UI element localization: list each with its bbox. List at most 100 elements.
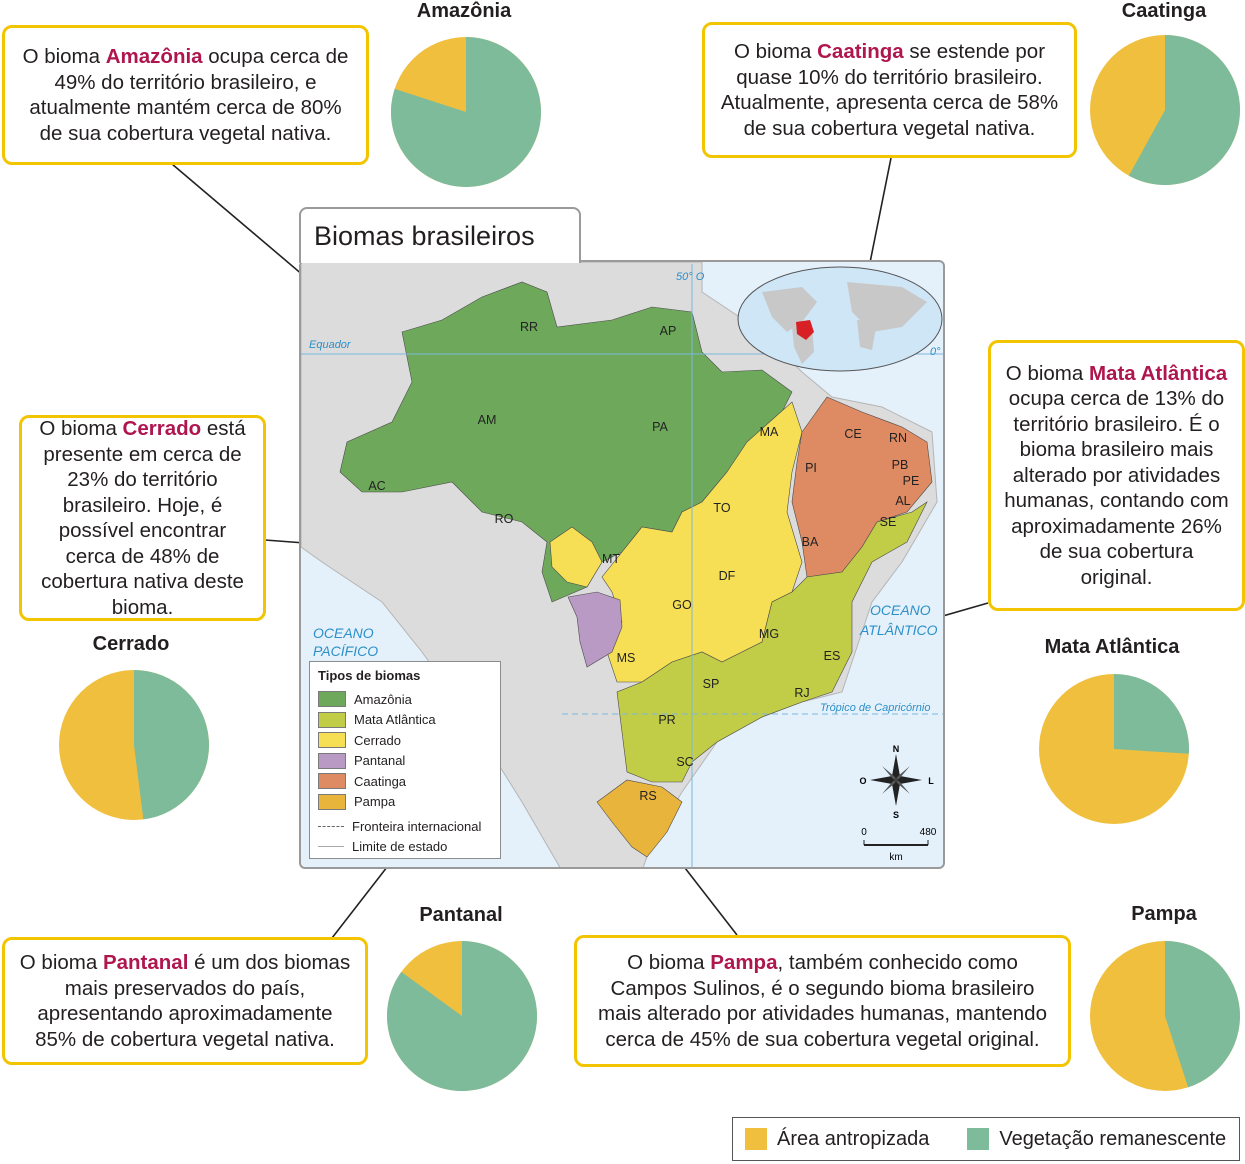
state-label-rn: RN — [889, 431, 907, 445]
state-label-ro: RO — [495, 512, 514, 526]
scale-unit: km — [889, 852, 902, 863]
state-label-ac: AC — [368, 479, 385, 493]
keyword: Pantanal — [102, 951, 189, 974]
brazil-biome-map: N S O L 0 480 km Equador 50° O 0° Trópic… — [301, 262, 943, 867]
state-label-rs: RS — [639, 789, 656, 803]
legend-label: Fronteira internacional — [352, 818, 482, 834]
swatch-mata-atlantica — [318, 711, 346, 728]
zero-label: 0° — [930, 346, 941, 358]
pie-title-caatinga: Caatinga — [1121, 0, 1207, 22]
compass-n: N — [893, 744, 900, 754]
state-label-go: GO — [672, 598, 692, 612]
inset-globe — [737, 266, 943, 372]
legend-item-state-limit: Limite de estado — [318, 837, 492, 858]
swatch-caatinga — [318, 773, 346, 790]
state-label-mt: MT — [602, 552, 620, 566]
legend-item-pantanal: Pantanal — [318, 751, 492, 772]
pie-title-amazonia: Amazônia — [416, 0, 512, 22]
pie-legend: Área antropizada Vegetação remanescente — [732, 1117, 1240, 1161]
legend-item-cerrado: Cerrado — [318, 730, 492, 751]
pie-pampa — [1090, 941, 1240, 1091]
swatch-pampa — [318, 793, 346, 810]
pie-amazonia — [391, 37, 541, 187]
state-labels: RR AP AM PA MA CE RN PB PE AL SE PI BA TO AC RO MT DF GO MG… — [368, 320, 919, 803]
scale-bar: 0 480 km — [861, 827, 937, 863]
pie-mata-atlantica — [1039, 674, 1189, 824]
callout-text: O bioma Amazônia ocupa cerca de 49% do t… — [22, 45, 349, 145]
keyword: Pampa — [710, 951, 778, 974]
biome-legend: Tipos de biomas Amazônia Mata Atlântica … — [309, 661, 501, 859]
swatch-amazonia — [318, 691, 346, 708]
solid-line-icon — [318, 846, 344, 848]
pie-slice-remanescente — [1128, 35, 1240, 185]
callout-amazonia: O bioma Amazônia ocupa cerca de 49% do t… — [2, 25, 369, 165]
state-label-ma: MA — [760, 425, 779, 439]
callout-cerrado: O bioma Cerrado está presente em cerca d… — [19, 415, 266, 621]
map-title: Biomas brasileiros — [314, 221, 535, 251]
pie-slice-remanescente — [1165, 941, 1240, 1088]
swatch-remanescente — [967, 1128, 990, 1150]
bioma-mata-atlantica — [616, 501, 928, 783]
callout-text: O bioma Caatinga se estende por quase 10… — [720, 40, 1059, 140]
legend-item-international-border: Fronteira internacional — [318, 816, 492, 837]
state-label-to: TO — [713, 501, 730, 515]
state-label-al: AL — [895, 494, 910, 508]
map-frame: N S O L 0 480 km Equador 50° O 0° Trópic… — [299, 260, 945, 869]
inset-brazil — [796, 320, 814, 340]
state-label-am: AM — [478, 413, 497, 427]
compass-s: S — [893, 810, 899, 820]
callout-text: O bioma Cerrado está presente em cerca d… — [39, 417, 246, 619]
pie-title-pampa: Pampa — [1131, 903, 1197, 925]
legend-label: Cerrado — [354, 732, 401, 748]
legend-title: Tipos de biomas — [318, 668, 421, 683]
equator-label: Equador — [309, 339, 352, 351]
state-label-pa: PA — [652, 420, 668, 434]
meridian-label: 50° O — [676, 271, 705, 283]
state-label-mg: MG — [759, 627, 779, 641]
pie-pantanal — [387, 941, 537, 1091]
swatch-cerrado — [318, 732, 346, 749]
ocean-pacific-l2: PACÍFICO — [313, 643, 378, 659]
state-label-sc: SC — [676, 755, 693, 769]
pie-title-pantanal: Pantanal — [419, 904, 503, 926]
tropic-label: Trópico de Capricórnio — [820, 702, 930, 714]
legend-label: Mata Atlântica — [354, 712, 436, 728]
scale-max: 480 — [920, 827, 937, 838]
state-label-es: ES — [824, 649, 841, 663]
pie-slice-remanescente — [391, 37, 541, 187]
state-label-rj: RJ — [794, 686, 809, 700]
legend-item-amazonia: Amazônia — [318, 689, 492, 710]
state-label-pi: PI — [805, 461, 817, 475]
state-label-ce: CE — [844, 427, 861, 441]
ocean-atlantic-l1: OCEANO — [870, 602, 931, 618]
state-label-ap: AP — [660, 324, 677, 338]
state-label-se: SE — [880, 515, 897, 529]
scale-zero: 0 — [861, 827, 867, 838]
legend-label: Limite de estado — [352, 839, 448, 855]
compass-o: O — [859, 776, 866, 786]
legend-item-caatinga: Caatinga — [318, 771, 492, 792]
pie-title-mata-atlantica: Mata Atlântica — [1044, 636, 1180, 658]
callout-text: O bioma Pampa, também conhecido como Cam… — [598, 951, 1047, 1051]
state-label-rr: RR — [520, 320, 538, 334]
keyword: Amazônia — [105, 45, 203, 68]
keyword: Cerrado — [122, 417, 202, 440]
swatch-antropizada — [745, 1128, 767, 1150]
legend-antropizada: Área antropizada — [777, 1127, 930, 1150]
ocean-pacific-l1: OCEANO — [313, 625, 374, 641]
state-label-ba: BA — [802, 535, 819, 549]
callout-text: O bioma Mata Atlântica ocupa cerca de 13… — [1004, 361, 1229, 589]
legend-label: Pantanal — [354, 753, 406, 769]
pie-slice-remanescente — [387, 941, 537, 1091]
keyword: Mata Atlântica — [1088, 361, 1228, 385]
pie-caatinga — [1090, 35, 1240, 185]
pie-slice-remanescente — [134, 670, 210, 820]
legend-item-mata-atlantica: Mata Atlântica — [318, 710, 492, 731]
callout-mata-atlantica: O bioma Mata Atlântica ocupa cerca de 13… — [988, 340, 1245, 611]
legend-item-pampa: Pampa — [318, 792, 492, 813]
bioma-pampa — [596, 779, 683, 858]
state-label-df: DF — [719, 569, 736, 583]
callout-text: O bioma Pantanal é um dos biomas mais pr… — [19, 951, 351, 1051]
bioma-pantanal — [567, 591, 623, 668]
callout-pantanal: O bioma Pantanal é um dos biomas mais pr… — [2, 937, 368, 1065]
